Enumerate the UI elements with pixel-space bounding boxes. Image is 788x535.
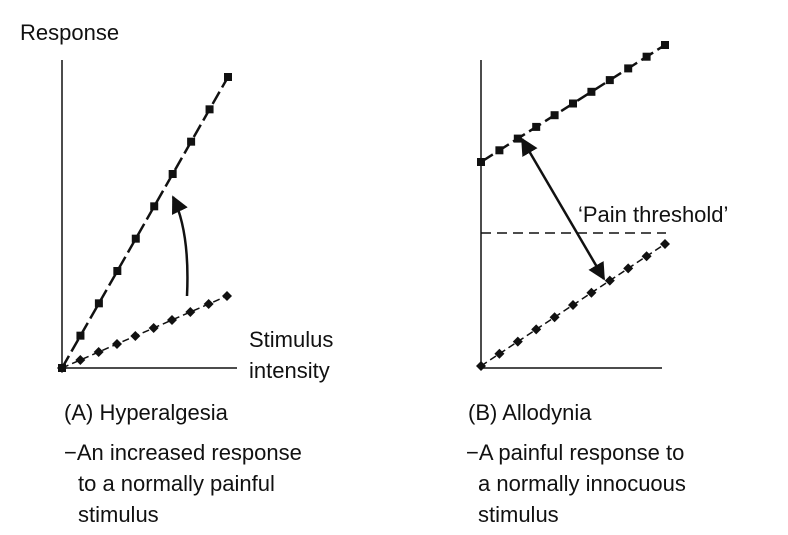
- diamond-marker: [604, 275, 615, 286]
- diamond-marker: [623, 263, 634, 274]
- diamond-marker: [203, 299, 214, 309]
- square-marker: [642, 52, 651, 61]
- panel-title: (B) Allodynia: [468, 400, 592, 425]
- description: stimulus: [78, 502, 159, 527]
- square-marker: [569, 99, 577, 108]
- diamond-marker: [75, 355, 86, 365]
- square-marker: [94, 299, 103, 308]
- square-marker: [113, 267, 122, 275]
- square-marker: [532, 122, 541, 131]
- square-marker: [624, 64, 633, 73]
- description: stimulus: [478, 502, 559, 527]
- plot-lines: [57, 41, 670, 373]
- diamond-marker: [148, 323, 159, 333]
- diamond-marker: [586, 287, 597, 298]
- description: −A painful response to: [466, 440, 684, 465]
- annotation: ‘Pain threshold’: [578, 202, 728, 227]
- diamond-marker: [57, 363, 67, 373]
- diamond-marker: [641, 251, 652, 262]
- square-marker: [76, 331, 85, 340]
- square-marker: [605, 76, 614, 85]
- description: a normally innocuous: [478, 471, 686, 496]
- square-marker: [131, 234, 140, 243]
- square-marker: [205, 105, 214, 114]
- response-line: [480, 43, 666, 164]
- description: −An increased response: [64, 440, 302, 465]
- description: to a normally painful: [78, 471, 275, 496]
- square-marker: [477, 158, 485, 166]
- diamond-marker: [222, 291, 232, 301]
- diamond-marker: [660, 239, 670, 249]
- diamond-marker: [512, 336, 523, 347]
- square-marker: [661, 41, 669, 49]
- diamond-marker: [494, 348, 505, 359]
- panel-title: (A) Hyperalgesia: [64, 400, 229, 425]
- square-marker: [150, 202, 159, 211]
- response-line: [61, 295, 228, 369]
- diamond-marker: [568, 300, 578, 310]
- square-marker: [187, 137, 196, 146]
- square-marker: [168, 170, 177, 178]
- square-marker: [587, 87, 596, 96]
- double-arrow: [520, 137, 606, 281]
- diamond-marker: [549, 312, 560, 323]
- diamond-marker: [185, 307, 196, 317]
- diamond-marker: [167, 315, 177, 325]
- arrow: [171, 195, 189, 297]
- square-marker: [513, 134, 522, 143]
- diamond-marker: [112, 339, 122, 349]
- square-marker: [224, 73, 232, 81]
- square-marker: [495, 146, 504, 155]
- diamond-marker: [476, 361, 486, 371]
- diamond-marker: [531, 324, 542, 335]
- diamond-marker: [130, 331, 141, 341]
- x-label: intensity: [249, 358, 330, 383]
- x-label: Stimulus: [249, 327, 333, 352]
- y-label: Response: [20, 20, 119, 45]
- response-line: [60, 76, 230, 369]
- square-marker: [550, 111, 559, 120]
- diamond-marker: [93, 347, 104, 357]
